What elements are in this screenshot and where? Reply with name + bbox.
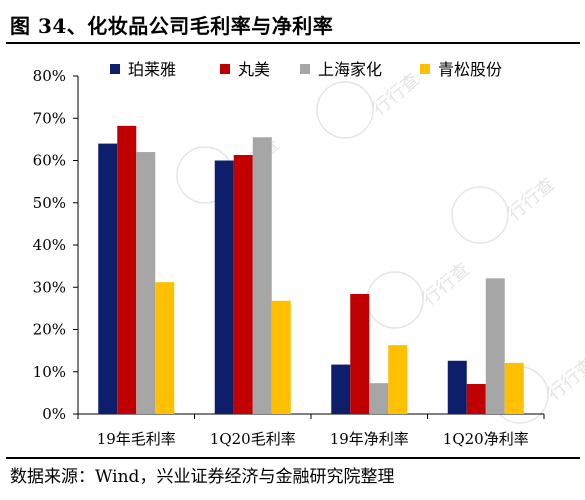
source-note: 数据来源：Wind，兴业证券经济与金融研究院整理 bbox=[10, 467, 395, 487]
y-tick-label: 0% bbox=[42, 405, 66, 423]
watermark-text: 行行查 bbox=[419, 259, 474, 310]
legend-label: 丸美 bbox=[238, 60, 270, 79]
title-rule bbox=[6, 42, 580, 44]
watermark-logo-icon bbox=[316, 81, 374, 139]
legend-swatch bbox=[420, 64, 430, 74]
legend-label: 上海家化 bbox=[318, 60, 382, 79]
watermark-text: 行行查 bbox=[544, 354, 585, 405]
bar bbox=[504, 362, 524, 414]
watermark-text: 行行查 bbox=[504, 174, 559, 225]
bar bbox=[350, 294, 370, 414]
y-tick-label: 20% bbox=[33, 321, 66, 339]
figure-title: 图 34、化妆品公司毛利率与净利率 bbox=[10, 14, 334, 38]
bar bbox=[388, 345, 408, 414]
bar bbox=[331, 364, 351, 414]
y-tick-label: 10% bbox=[33, 363, 66, 381]
y-tick-label: 40% bbox=[33, 236, 66, 254]
y-tick-label: 80% bbox=[33, 67, 66, 85]
legend-swatch bbox=[110, 64, 120, 74]
bar bbox=[98, 143, 118, 414]
bar bbox=[136, 152, 156, 415]
bar bbox=[369, 383, 389, 414]
source-rule bbox=[6, 457, 580, 459]
x-category-label: 19年净利率 bbox=[330, 430, 409, 448]
y-tick-label: 60% bbox=[33, 152, 66, 170]
bar bbox=[271, 300, 291, 414]
bar bbox=[447, 360, 467, 414]
legend: 珀莱雅 丸美 上海家化 青松股份 bbox=[110, 60, 502, 79]
y-tick-label: 50% bbox=[33, 194, 66, 212]
x-category-label: 1Q20净利率 bbox=[443, 430, 529, 448]
bar bbox=[252, 137, 272, 414]
y-tick-label: 70% bbox=[33, 109, 66, 127]
legend-swatch bbox=[300, 64, 310, 74]
bar bbox=[117, 125, 137, 414]
bars bbox=[98, 125, 524, 415]
x-category-label: 19年毛利率 bbox=[97, 430, 176, 448]
bar bbox=[214, 160, 234, 414]
watermark-logo-icon bbox=[451, 186, 509, 244]
legend-label: 青松股份 bbox=[438, 60, 502, 79]
legend-swatch bbox=[220, 64, 230, 74]
x-category-label: 1Q20毛利率 bbox=[210, 430, 296, 448]
bar bbox=[485, 278, 505, 414]
watermark-logo-icon bbox=[366, 271, 424, 329]
legend-label: 珀莱雅 bbox=[128, 60, 176, 79]
bar bbox=[155, 282, 175, 414]
y-tick-label: 30% bbox=[33, 278, 66, 296]
bar bbox=[466, 384, 486, 414]
bar bbox=[233, 155, 253, 414]
